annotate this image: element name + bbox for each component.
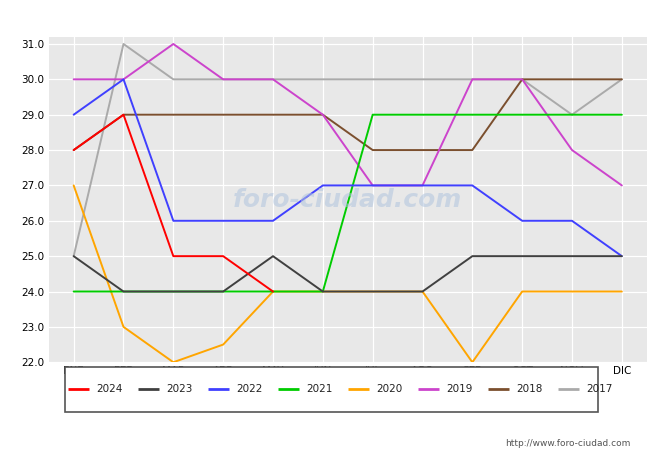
Text: 2022: 2022 [236,384,263,394]
Text: 2018: 2018 [516,384,543,394]
Text: http://www.foro-ciudad.com: http://www.foro-ciudad.com [505,439,630,448]
Text: 2024: 2024 [96,384,122,394]
Text: Afiliados en Montclar a 31/5/2024: Afiliados en Montclar a 31/5/2024 [185,7,465,25]
Text: foro-ciudad.com: foro-ciudad.com [233,188,462,212]
Text: 2019: 2019 [446,384,473,394]
Text: 2020: 2020 [376,384,402,394]
Text: 2017: 2017 [586,384,613,394]
Text: 2023: 2023 [166,384,192,394]
Text: 2021: 2021 [306,384,332,394]
